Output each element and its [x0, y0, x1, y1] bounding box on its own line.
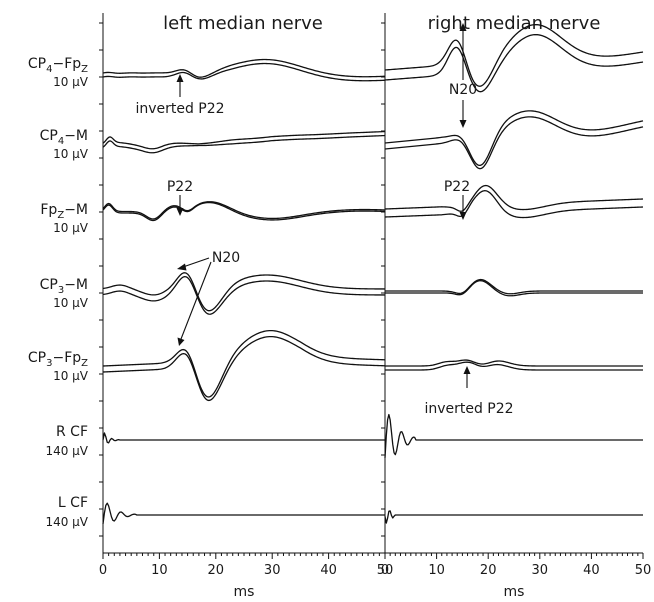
waveform-trace — [102, 432, 385, 444]
channel-label-cp3-m: CP3−M — [40, 277, 88, 296]
waveform-trace — [102, 329, 386, 398]
waveform-trace — [384, 413, 643, 458]
channel-label-cp4-m: CP4−M — [40, 128, 88, 147]
waveform-trace — [385, 359, 643, 367]
right-n20-label: N20 — [449, 82, 477, 98]
right-p22-label: P22 — [444, 179, 470, 195]
x-tick-label: 50 — [635, 563, 652, 578]
axes: 0 10 20 30 40 50 ms 0 10 20 30 40 50 ms — [99, 13, 651, 600]
waveform-trace — [384, 110, 644, 167]
x-tick-label: 20 — [208, 563, 225, 578]
waveform-trace — [102, 134, 386, 154]
waveform-trace — [102, 502, 385, 525]
waveform-trace — [102, 130, 386, 150]
waveform-trace — [102, 62, 386, 82]
left-inverted-p22-arrowhead — [176, 74, 184, 82]
gain-label-l-cf: 140 µV — [45, 515, 88, 529]
x-tick-label: 0 — [99, 563, 107, 578]
gain-label-cp4-fpz: 10 µV — [53, 75, 89, 89]
gain-label-fpz-m: 10 µV — [53, 221, 89, 235]
channel-label-fpz-m: FpZ−M — [40, 202, 88, 221]
waveform-trace — [102, 275, 386, 315]
channel-label-l-cf: L CF — [58, 495, 88, 511]
left-n20-arrow-lower — [180, 261, 212, 340]
waveform-trace — [385, 280, 643, 297]
x-tick-label: 40 — [583, 563, 600, 578]
waveform-trace — [102, 201, 386, 220]
waveform-trace — [385, 361, 643, 371]
right-p22-arrowhead — [459, 212, 467, 220]
waveform-trace — [384, 184, 644, 212]
channel-label-cp3-fpz: CP3−FpZ — [28, 350, 88, 369]
annotations: inverted P22 P22 N20 N20 P22 inverted P2… — [135, 23, 514, 417]
x-tick-label: 50 — [377, 563, 394, 578]
x-tick-label: 10 — [151, 563, 168, 578]
left-panel-title: left median nerve — [163, 13, 323, 34]
channel-label-cp4-fpz: CP4−FpZ — [28, 56, 88, 75]
gain-label-cp3-m: 10 µV — [53, 296, 89, 310]
left-n20-arrow-upper — [182, 257, 210, 268]
right-inverted-p22-label: inverted P22 — [424, 401, 513, 417]
x-axis-label: ms — [504, 584, 525, 600]
waveform-trace — [102, 335, 386, 402]
channel-label-r-cf: R CF — [56, 424, 88, 440]
x-tick-label: 20 — [480, 563, 497, 578]
left-p22-label: P22 — [167, 179, 193, 195]
left-p22-arrowhead — [176, 208, 184, 216]
left-n20-arrowhead-upper — [177, 263, 187, 271]
right-inverted-p22-arrowhead — [463, 366, 471, 374]
x-tick-label: 0 — [381, 563, 389, 578]
left-n20-arrowhead-lower — [177, 337, 185, 346]
right-n20-arrowhead-up — [459, 23, 467, 31]
gain-label-r-cf: 140 µV — [45, 444, 88, 458]
right-panel-title: right median nerve — [428, 13, 601, 34]
waveform-trace — [385, 278, 643, 295]
x-tick-label: 30 — [264, 563, 281, 578]
waveform-trace — [384, 116, 644, 170]
waveform-trace — [384, 510, 643, 524]
x-axis-label: ms — [234, 584, 255, 600]
right-n20-arrowhead-down — [459, 120, 467, 128]
gain-label-cp4-m: 10 µV — [53, 147, 89, 161]
waveform-trace — [384, 33, 644, 93]
waveform-trace — [102, 58, 386, 78]
waveform-trace — [102, 201, 386, 222]
waveform-trace — [384, 190, 644, 219]
waveform-trace — [102, 272, 386, 312]
traces — [102, 23, 644, 525]
x-tick-label: 30 — [532, 563, 549, 578]
left-n20-label: N20 — [212, 250, 240, 266]
left-inverted-p22-label: inverted P22 — [135, 101, 224, 117]
gain-label-cp3-fpz: 10 µV — [53, 369, 89, 383]
x-tick-label: 10 — [428, 563, 445, 578]
waveform-trace — [384, 23, 644, 87]
x-tick-label: 40 — [320, 563, 337, 578]
channel-labels: CP4−FpZ 10 µV CP4−M 10 µV FpZ−M 10 µV CP… — [28, 56, 89, 529]
